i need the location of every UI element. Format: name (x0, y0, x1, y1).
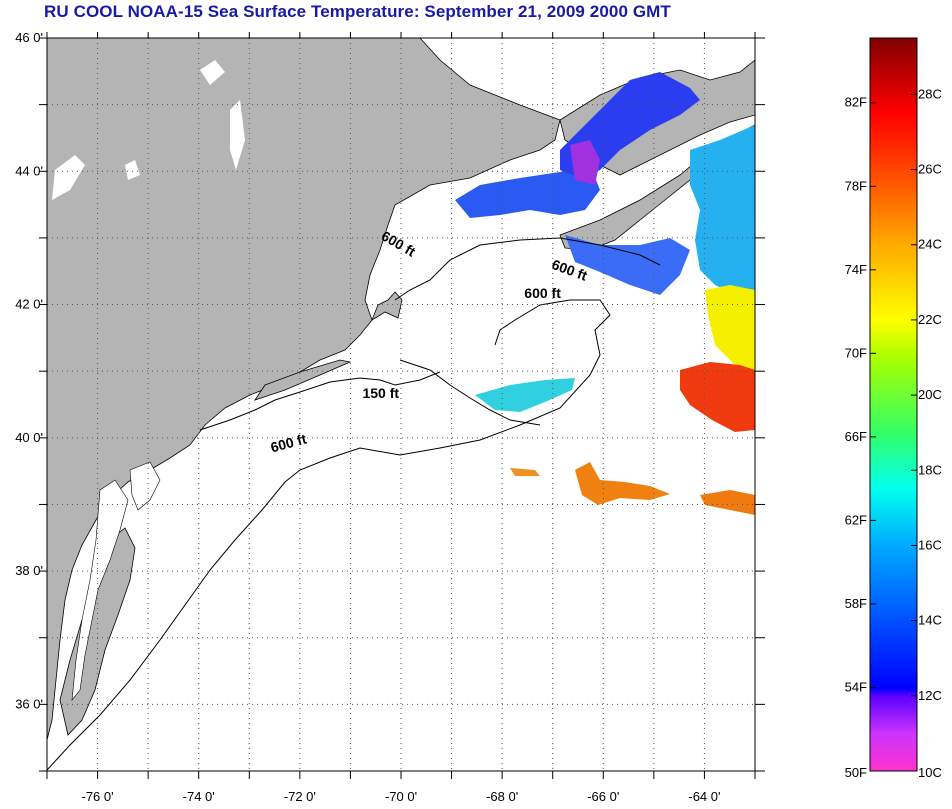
contour-label: 600 ft (524, 285, 561, 301)
lon-tick-label: -70 0' (385, 789, 417, 804)
colorbar-fahrenheit-labels: 82F 78F 74F 70F 66F 62F 58F 54F 50F (845, 95, 867, 780)
lon-tick-label: -74 0' (183, 789, 215, 804)
colorbar (869, 37, 918, 772)
sst-observations (455, 72, 755, 515)
sst-patch-nova-scotia-shelf (565, 235, 690, 295)
sst-patch-slope-small (510, 468, 540, 476)
colorbar-fahrenheit-label: 78F (845, 178, 867, 193)
bays (71, 461, 161, 701)
colorbar-fahrenheit-label: 74F (845, 262, 867, 277)
sst-patch-warm-filament-south (700, 490, 755, 515)
sst-patch-warm-eddy-east (575, 462, 670, 505)
contour-600ft-gulf-of-maine (394, 237, 661, 301)
colorbar-fahrenheit-label: 58F (845, 596, 867, 611)
page-title: RU COOL NOAA-15 Sea Surface Temperature:… (44, 2, 671, 21)
lon-tick-label: -66 0' (587, 789, 619, 804)
cape-cod (371, 291, 403, 321)
colorbar-celsius-label: 24C (918, 237, 942, 252)
colorbar-celsius-label: 28C (918, 86, 942, 101)
colorbar-fahrenheit-label: 82F (845, 95, 867, 110)
lon-tick-label: -76 0' (82, 789, 114, 804)
sst-patch-gulf-stream-core (680, 362, 755, 432)
long-island (254, 359, 352, 401)
lon-tick-label: -68 0' (486, 789, 518, 804)
us-mainland (47, 38, 561, 741)
lat-tick-label: 40 0' (15, 430, 43, 445)
lat-tick-label: 36 0' (15, 696, 43, 711)
colorbar-celsius-label: 16C (918, 537, 942, 552)
contour-coastal (199, 371, 441, 431)
colorbar-fahrenheit-label: 50F (845, 765, 867, 780)
lat-tick-label: 46 0' (15, 30, 43, 45)
bathymetry-contours (47, 237, 661, 771)
contour-150ft (399, 359, 541, 426)
contour-label: 150 ft (362, 385, 399, 401)
sst-patch-georges-bank-south (475, 378, 575, 412)
lat-tick-label: 38 0' (15, 563, 43, 578)
lat-tick-label: 42 0' (15, 297, 43, 312)
lat-tick-label: 44 0' (15, 163, 43, 178)
sst-patch-fundy-cold-core (570, 140, 600, 185)
contour-600ft-shelf-break (47, 299, 611, 771)
colorbar-celsius-label: 20C (918, 387, 942, 402)
colorbar-celsius-label: 12C (918, 688, 942, 703)
colorbar-celsius-label: 22C (918, 312, 942, 327)
longitude-labels: -76 0' -74 0' -72 0' -70 0' -68 0' -66 0' -64 … (82, 789, 721, 804)
colorbar-celsius-labels: 28C 26C 24C 22C 20C 18C 16C 14C 12C 10C (918, 86, 942, 780)
sst-patch-slope-warm (705, 285, 755, 370)
map-tick-marks (39, 32, 765, 779)
colorbar-fahrenheit-label: 66F (845, 429, 867, 444)
colorbar-fahrenheit-label: 62F (845, 512, 867, 527)
colorbar-celsius-label: 26C (918, 162, 942, 177)
sst-patch-scotian-slope (690, 125, 755, 295)
sst-patch-gulf-of-maine-north (455, 165, 600, 218)
colorbar-fahrenheit-label: 70F (845, 345, 867, 360)
colorbar-celsius-label: 18C (918, 462, 942, 477)
colorbar-celsius-label: 14C (918, 613, 942, 628)
map-gridlines (47, 38, 755, 771)
colorbar-fahrenheit-label: 54F (845, 679, 867, 694)
lon-tick-label: -64 0' (688, 789, 720, 804)
colorbar-celsius-label: 10C (918, 765, 942, 780)
inland-lakes (52, 60, 245, 200)
colorbar-ticks (870, 93, 917, 772)
latitude-labels: 46 0' 44 0' 42 0' 40 0' 38 0' 36 0' (15, 30, 43, 711)
lon-tick-label: -72 0' (284, 789, 316, 804)
